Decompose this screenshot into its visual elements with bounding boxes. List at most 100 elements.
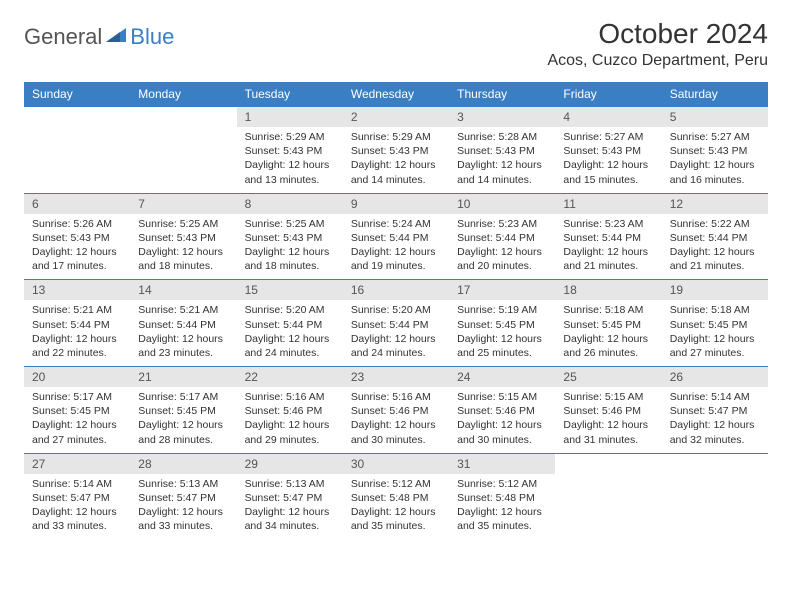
day-number: 25 <box>555 367 661 387</box>
page-header: General Blue October 2024 Acos, Cuzco De… <box>24 18 768 70</box>
calendar-cell: 21Sunrise: 5:17 AMSunset: 5:45 PMDayligh… <box>130 367 236 454</box>
logo-text-blue: Blue <box>130 24 174 50</box>
calendar-cell: 8Sunrise: 5:25 AMSunset: 5:43 PMDaylight… <box>237 193 343 280</box>
calendar-row: 27Sunrise: 5:14 AMSunset: 5:47 PMDayligh… <box>24 453 768 539</box>
calendar-cell: 24Sunrise: 5:15 AMSunset: 5:46 PMDayligh… <box>449 367 555 454</box>
day-details: Sunrise: 5:21 AMSunset: 5:44 PMDaylight:… <box>130 300 236 366</box>
day-number: 23 <box>343 367 449 387</box>
calendar-cell <box>662 453 768 539</box>
day-number: 19 <box>662 280 768 300</box>
weekday-row: SundayMondayTuesdayWednesdayThursdayFrid… <box>24 82 768 107</box>
day-details: Sunrise: 5:23 AMSunset: 5:44 PMDaylight:… <box>449 214 555 280</box>
weekday-header: Thursday <box>449 82 555 107</box>
calendar-cell: 27Sunrise: 5:14 AMSunset: 5:47 PMDayligh… <box>24 453 130 539</box>
weekday-header: Friday <box>555 82 661 107</box>
day-number: 9 <box>343 194 449 214</box>
day-details: Sunrise: 5:27 AMSunset: 5:43 PMDaylight:… <box>662 127 768 193</box>
calendar-cell: 13Sunrise: 5:21 AMSunset: 5:44 PMDayligh… <box>24 280 130 367</box>
calendar-cell: 30Sunrise: 5:12 AMSunset: 5:48 PMDayligh… <box>343 453 449 539</box>
day-number: 27 <box>24 454 130 474</box>
day-details: Sunrise: 5:15 AMSunset: 5:46 PMDaylight:… <box>449 387 555 453</box>
calendar-cell: 26Sunrise: 5:14 AMSunset: 5:47 PMDayligh… <box>662 367 768 454</box>
day-details: Sunrise: 5:20 AMSunset: 5:44 PMDaylight:… <box>343 300 449 366</box>
day-details: Sunrise: 5:15 AMSunset: 5:46 PMDaylight:… <box>555 387 661 453</box>
calendar-cell: 23Sunrise: 5:16 AMSunset: 5:46 PMDayligh… <box>343 367 449 454</box>
calendar-row: 1Sunrise: 5:29 AMSunset: 5:43 PMDaylight… <box>24 107 768 194</box>
day-number: 16 <box>343 280 449 300</box>
calendar-cell: 4Sunrise: 5:27 AMSunset: 5:43 PMDaylight… <box>555 107 661 194</box>
day-details: Sunrise: 5:25 AMSunset: 5:43 PMDaylight:… <box>130 214 236 280</box>
logo-triangle-icon <box>106 26 128 49</box>
day-number: 22 <box>237 367 343 387</box>
day-number: 10 <box>449 194 555 214</box>
calendar-cell: 1Sunrise: 5:29 AMSunset: 5:43 PMDaylight… <box>237 107 343 194</box>
calendar-cell: 25Sunrise: 5:15 AMSunset: 5:46 PMDayligh… <box>555 367 661 454</box>
day-details: Sunrise: 5:16 AMSunset: 5:46 PMDaylight:… <box>343 387 449 453</box>
logo: General Blue <box>24 24 174 50</box>
calendar-head: SundayMondayTuesdayWednesdayThursdayFrid… <box>24 82 768 107</box>
day-number: 30 <box>343 454 449 474</box>
day-number: 5 <box>662 107 768 127</box>
calendar-cell: 17Sunrise: 5:19 AMSunset: 5:45 PMDayligh… <box>449 280 555 367</box>
day-details: Sunrise: 5:18 AMSunset: 5:45 PMDaylight:… <box>662 300 768 366</box>
day-number: 26 <box>662 367 768 387</box>
day-details: Sunrise: 5:28 AMSunset: 5:43 PMDaylight:… <box>449 127 555 193</box>
day-details: Sunrise: 5:23 AMSunset: 5:44 PMDaylight:… <box>555 214 661 280</box>
weekday-header: Tuesday <box>237 82 343 107</box>
location: Acos, Cuzco Department, Peru <box>547 52 768 70</box>
calendar-table: SundayMondayTuesdayWednesdayThursdayFrid… <box>24 82 768 539</box>
day-number: 8 <box>237 194 343 214</box>
calendar-row: 20Sunrise: 5:17 AMSunset: 5:45 PMDayligh… <box>24 367 768 454</box>
calendar-cell <box>130 107 236 194</box>
day-details: Sunrise: 5:12 AMSunset: 5:48 PMDaylight:… <box>343 474 449 540</box>
weekday-header: Sunday <box>24 82 130 107</box>
calendar-cell: 28Sunrise: 5:13 AMSunset: 5:47 PMDayligh… <box>130 453 236 539</box>
calendar-cell: 3Sunrise: 5:28 AMSunset: 5:43 PMDaylight… <box>449 107 555 194</box>
day-number: 13 <box>24 280 130 300</box>
day-details: Sunrise: 5:18 AMSunset: 5:45 PMDaylight:… <box>555 300 661 366</box>
day-number: 20 <box>24 367 130 387</box>
day-number: 29 <box>237 454 343 474</box>
calendar-cell: 12Sunrise: 5:22 AMSunset: 5:44 PMDayligh… <box>662 193 768 280</box>
calendar-cell: 2Sunrise: 5:29 AMSunset: 5:43 PMDaylight… <box>343 107 449 194</box>
day-number: 3 <box>449 107 555 127</box>
day-number: 1 <box>237 107 343 127</box>
day-details: Sunrise: 5:14 AMSunset: 5:47 PMDaylight:… <box>662 387 768 453</box>
calendar-cell: 20Sunrise: 5:17 AMSunset: 5:45 PMDayligh… <box>24 367 130 454</box>
day-number: 18 <box>555 280 661 300</box>
calendar-cell: 19Sunrise: 5:18 AMSunset: 5:45 PMDayligh… <box>662 280 768 367</box>
day-details: Sunrise: 5:29 AMSunset: 5:43 PMDaylight:… <box>343 127 449 193</box>
day-number: 12 <box>662 194 768 214</box>
day-number: 2 <box>343 107 449 127</box>
weekday-header: Saturday <box>662 82 768 107</box>
day-details: Sunrise: 5:13 AMSunset: 5:47 PMDaylight:… <box>237 474 343 540</box>
day-number: 11 <box>555 194 661 214</box>
calendar-cell: 16Sunrise: 5:20 AMSunset: 5:44 PMDayligh… <box>343 280 449 367</box>
calendar-cell: 11Sunrise: 5:23 AMSunset: 5:44 PMDayligh… <box>555 193 661 280</box>
day-number: 17 <box>449 280 555 300</box>
calendar-cell: 9Sunrise: 5:24 AMSunset: 5:44 PMDaylight… <box>343 193 449 280</box>
calendar-cell: 10Sunrise: 5:23 AMSunset: 5:44 PMDayligh… <box>449 193 555 280</box>
day-details: Sunrise: 5:22 AMSunset: 5:44 PMDaylight:… <box>662 214 768 280</box>
calendar-cell <box>555 453 661 539</box>
day-details: Sunrise: 5:12 AMSunset: 5:48 PMDaylight:… <box>449 474 555 540</box>
calendar-row: 13Sunrise: 5:21 AMSunset: 5:44 PMDayligh… <box>24 280 768 367</box>
day-number: 4 <box>555 107 661 127</box>
day-details: Sunrise: 5:19 AMSunset: 5:45 PMDaylight:… <box>449 300 555 366</box>
weekday-header: Monday <box>130 82 236 107</box>
calendar-cell: 31Sunrise: 5:12 AMSunset: 5:48 PMDayligh… <box>449 453 555 539</box>
day-number: 24 <box>449 367 555 387</box>
day-number: 14 <box>130 280 236 300</box>
day-details: Sunrise: 5:27 AMSunset: 5:43 PMDaylight:… <box>555 127 661 193</box>
calendar-cell: 14Sunrise: 5:21 AMSunset: 5:44 PMDayligh… <box>130 280 236 367</box>
weekday-header: Wednesday <box>343 82 449 107</box>
day-details: Sunrise: 5:17 AMSunset: 5:45 PMDaylight:… <box>24 387 130 453</box>
calendar-cell: 29Sunrise: 5:13 AMSunset: 5:47 PMDayligh… <box>237 453 343 539</box>
day-number: 7 <box>130 194 236 214</box>
calendar-cell <box>24 107 130 194</box>
title-block: October 2024 Acos, Cuzco Department, Per… <box>547 18 768 70</box>
calendar-body: 1Sunrise: 5:29 AMSunset: 5:43 PMDaylight… <box>24 107 768 540</box>
calendar-cell: 7Sunrise: 5:25 AMSunset: 5:43 PMDaylight… <box>130 193 236 280</box>
logo-text-general: General <box>24 24 102 50</box>
day-details: Sunrise: 5:26 AMSunset: 5:43 PMDaylight:… <box>24 214 130 280</box>
